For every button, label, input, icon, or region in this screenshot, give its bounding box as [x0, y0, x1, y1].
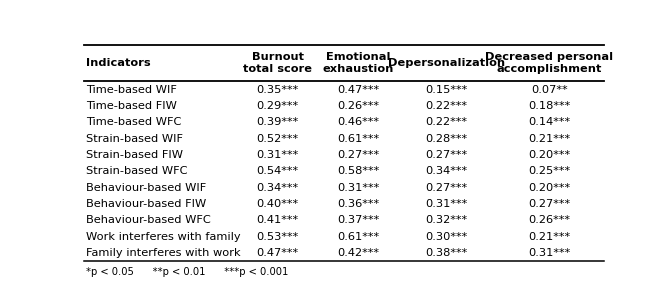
Text: Strain-based WIF: Strain-based WIF: [87, 134, 183, 144]
Text: 0.31***: 0.31***: [337, 183, 379, 193]
Text: Decreased personal
accomplishment: Decreased personal accomplishment: [485, 53, 613, 74]
Text: Burnout
total score: Burnout total score: [243, 53, 312, 74]
Text: 0.41***: 0.41***: [256, 215, 299, 225]
Text: 0.14***: 0.14***: [528, 117, 570, 127]
Text: 0.38***: 0.38***: [425, 248, 468, 258]
Text: 0.39***: 0.39***: [256, 117, 299, 127]
Text: Work interferes with family: Work interferes with family: [87, 232, 241, 242]
Text: Depersonalization: Depersonalization: [388, 58, 505, 68]
Text: 0.31***: 0.31***: [528, 248, 570, 258]
Text: Strain-based FIW: Strain-based FIW: [87, 150, 183, 160]
Text: 0.46***: 0.46***: [338, 117, 379, 127]
Text: 0.34***: 0.34***: [425, 166, 468, 176]
Text: 0.47***: 0.47***: [256, 248, 299, 258]
Text: 0.52***: 0.52***: [256, 134, 299, 144]
Text: 0.47***: 0.47***: [337, 85, 379, 95]
Text: 0.27***: 0.27***: [337, 150, 379, 160]
Text: 0.21***: 0.21***: [528, 134, 570, 144]
Text: 0.22***: 0.22***: [425, 117, 468, 127]
Text: 0.27***: 0.27***: [425, 183, 468, 193]
Text: 0.22***: 0.22***: [425, 101, 468, 111]
Text: 0.26***: 0.26***: [338, 101, 379, 111]
Text: 0.27***: 0.27***: [425, 150, 468, 160]
Text: Emotional
exhaustion: Emotional exhaustion: [323, 53, 394, 74]
Text: 0.07**: 0.07**: [531, 85, 568, 95]
Text: 0.61***: 0.61***: [337, 232, 379, 242]
Text: 0.54***: 0.54***: [256, 166, 299, 176]
Text: Behaviour-based FIW: Behaviour-based FIW: [87, 199, 207, 209]
Text: 0.37***: 0.37***: [337, 215, 379, 225]
Text: Behaviour-based WFC: Behaviour-based WFC: [87, 215, 211, 225]
Text: 0.36***: 0.36***: [337, 199, 379, 209]
Text: 0.20***: 0.20***: [528, 150, 570, 160]
Text: *p < 0.05      **p < 0.01      ***p < 0.001: *p < 0.05 **p < 0.01 ***p < 0.001: [87, 267, 289, 277]
Text: Behaviour-based WIF: Behaviour-based WIF: [87, 183, 207, 193]
Text: 0.18***: 0.18***: [528, 101, 570, 111]
Text: 0.27***: 0.27***: [528, 199, 570, 209]
Text: 0.53***: 0.53***: [256, 232, 299, 242]
Text: Indicators: Indicators: [87, 58, 151, 68]
Text: 0.25***: 0.25***: [528, 166, 570, 176]
Text: 0.40***: 0.40***: [256, 199, 299, 209]
Text: 0.58***: 0.58***: [337, 166, 379, 176]
Text: 0.21***: 0.21***: [528, 232, 570, 242]
Text: 0.32***: 0.32***: [425, 215, 468, 225]
Text: Time-based WFC: Time-based WFC: [87, 117, 182, 127]
Text: 0.31***: 0.31***: [256, 150, 299, 160]
Text: 0.35***: 0.35***: [256, 85, 299, 95]
Text: 0.34***: 0.34***: [256, 183, 299, 193]
Text: 0.31***: 0.31***: [425, 199, 468, 209]
Text: Time-based WIF: Time-based WIF: [87, 85, 177, 95]
Text: 0.30***: 0.30***: [425, 232, 468, 242]
Text: 0.26***: 0.26***: [528, 215, 570, 225]
Text: Family interferes with work: Family interferes with work: [87, 248, 241, 258]
Text: 0.42***: 0.42***: [338, 248, 379, 258]
Text: 0.29***: 0.29***: [256, 101, 299, 111]
Text: 0.61***: 0.61***: [337, 134, 379, 144]
Text: 0.15***: 0.15***: [425, 85, 468, 95]
Text: Time-based FIW: Time-based FIW: [87, 101, 177, 111]
Text: 0.20***: 0.20***: [528, 183, 570, 193]
Text: 0.28***: 0.28***: [425, 134, 468, 144]
Text: Strain-based WFC: Strain-based WFC: [87, 166, 188, 176]
